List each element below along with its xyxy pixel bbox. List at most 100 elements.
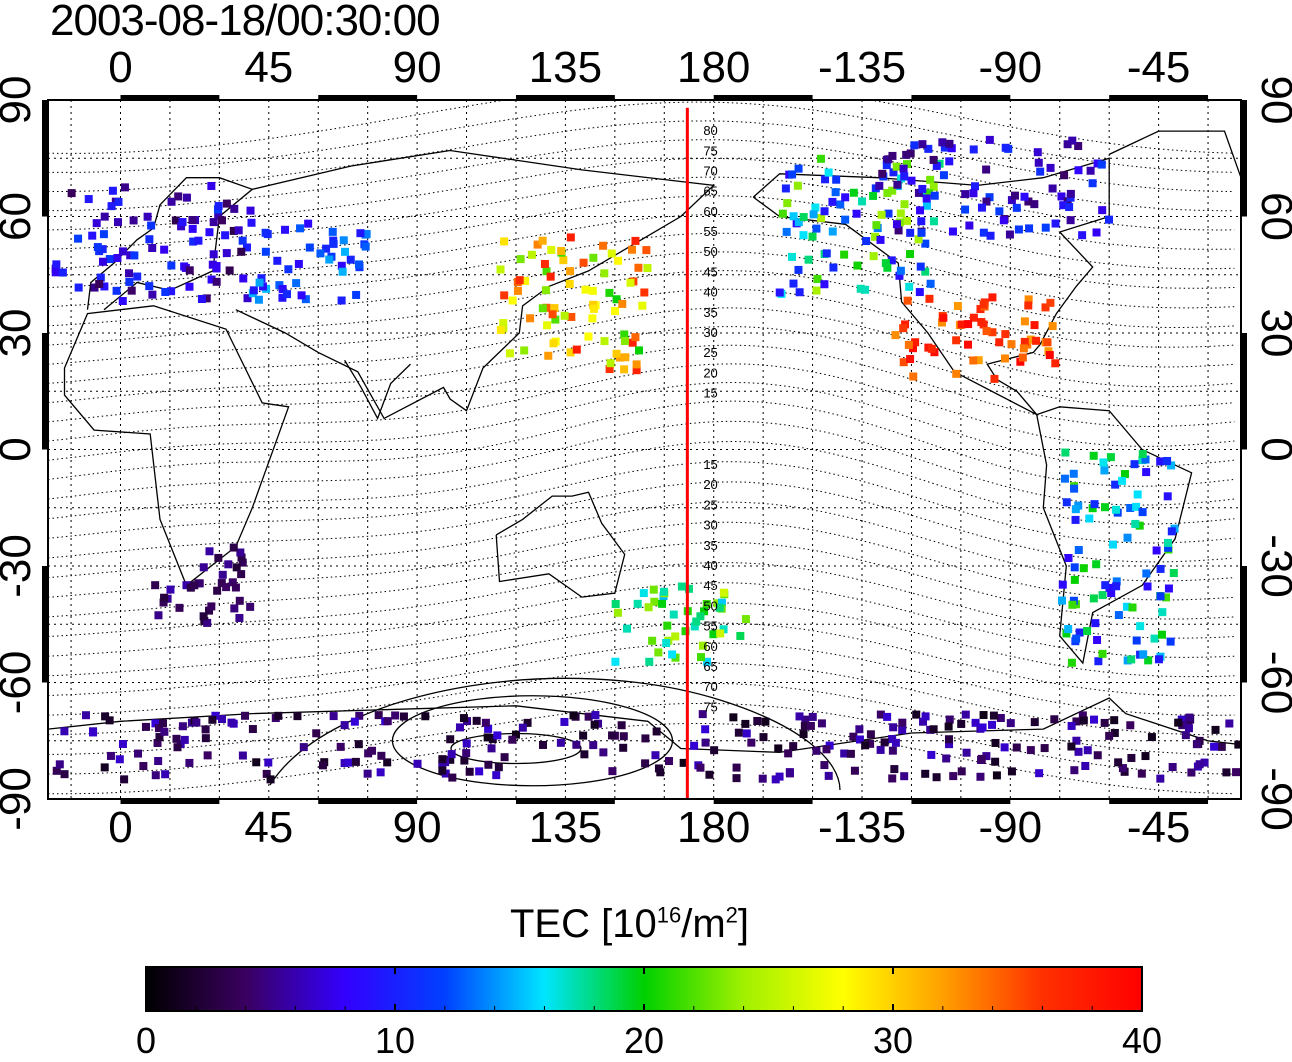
tec-cell (705, 770, 714, 779)
tec-cell (241, 711, 250, 720)
tec-cell (185, 758, 194, 767)
tec-cell (377, 751, 386, 760)
tec-cell (355, 260, 364, 269)
tec-cell (1062, 629, 1071, 638)
south-america-coast (1036, 406, 1193, 665)
tec-cell (761, 717, 770, 726)
tec-cell (1062, 498, 1071, 507)
tec-cell (118, 739, 127, 748)
tec-cell (1130, 460, 1139, 469)
tec-cell (500, 753, 509, 762)
tec-cell (1120, 470, 1129, 479)
tec-cell (883, 188, 892, 197)
tec-cell (806, 721, 815, 730)
tec-cell (1192, 740, 1201, 749)
tec-cell (344, 758, 353, 767)
tec-cell (1225, 719, 1234, 728)
tec-cell (544, 351, 553, 360)
contour-line (48, 270, 1235, 348)
tec-cell (849, 188, 858, 197)
tec-cell (813, 274, 822, 283)
tec-cell (1184, 719, 1193, 728)
tec-cell (654, 648, 663, 657)
tec-cell (500, 291, 509, 300)
contour-line (48, 541, 1235, 620)
tec-cell (178, 218, 187, 227)
tec-cell (634, 263, 643, 272)
tec-cell (1071, 515, 1080, 524)
tec-cell (1014, 225, 1023, 234)
tec-cell (1001, 143, 1010, 152)
tec-cell (1092, 228, 1101, 237)
antarctica-coast (48, 697, 1241, 754)
contour-line (48, 344, 1235, 428)
tec-cell (337, 261, 346, 270)
tec-cell (238, 558, 247, 567)
tec-cell (919, 717, 928, 726)
tec-cell (252, 758, 261, 767)
tec-cell (891, 738, 900, 747)
tec-cell (231, 583, 240, 592)
tec-cell (492, 771, 501, 780)
tec-cell (572, 740, 581, 749)
tec-cell (698, 641, 707, 650)
tec-cell (961, 710, 970, 719)
y-tick-label-right: -90 (1252, 767, 1292, 831)
tec-cell (1143, 582, 1152, 591)
tec-cell (1010, 191, 1019, 200)
tec-cell (599, 241, 608, 250)
tec-cell (906, 149, 915, 158)
tec-cell (579, 258, 588, 267)
tec-cell (876, 745, 885, 754)
tec-cell (1025, 224, 1034, 233)
tec-cell (1024, 197, 1033, 206)
tec-cell (1163, 492, 1172, 501)
x-tick-label-bottom: -45 (1127, 803, 1191, 852)
tec-cell (622, 624, 631, 633)
tec-cell (155, 733, 164, 742)
tec-cell (167, 287, 176, 296)
tec-cell (143, 212, 152, 221)
tec-cell (208, 715, 217, 724)
tec-cell (1127, 655, 1136, 664)
tec-cell (566, 233, 575, 242)
contour-line (48, 232, 1235, 309)
tec-cell (304, 219, 313, 228)
tec-cell (1094, 657, 1103, 666)
tec-cell (977, 318, 986, 327)
tec-cell (1133, 490, 1142, 499)
tec-cell (199, 612, 208, 621)
tec-cell (789, 279, 798, 288)
tec-cell (1051, 219, 1060, 228)
tec-cell (612, 349, 621, 358)
tec-cell (559, 256, 568, 265)
tec-cell (207, 275, 216, 284)
tec-cell (542, 267, 551, 276)
tec-cell (1168, 763, 1177, 772)
tec-cell (1222, 768, 1231, 777)
tec-cell (189, 237, 198, 246)
tec-cell (715, 603, 724, 612)
tec-cell (982, 327, 991, 336)
tec-cell (1088, 504, 1097, 513)
tec-cell (1101, 581, 1110, 590)
tec-cell (1167, 527, 1176, 536)
tec-cell (942, 754, 951, 763)
tec-cell (995, 338, 1004, 347)
x-tick-label-top: -45 (1127, 43, 1191, 92)
tec-cell (1026, 746, 1035, 755)
tec-cell (893, 180, 902, 189)
tec-cell (100, 282, 109, 291)
x-tick-label-top: 180 (677, 43, 750, 92)
tec-cell (1093, 635, 1102, 644)
tec-cell (1127, 753, 1136, 762)
tec-cell (888, 151, 897, 160)
frame-tick-top (713, 95, 813, 100)
tec-cell (1105, 583, 1114, 592)
tec-cell (899, 164, 908, 173)
tec-cell (671, 632, 680, 641)
contour-line (48, 288, 1235, 368)
tec-cell (881, 259, 890, 268)
contour-label: 45 (703, 578, 717, 593)
tec-cell (911, 338, 920, 347)
